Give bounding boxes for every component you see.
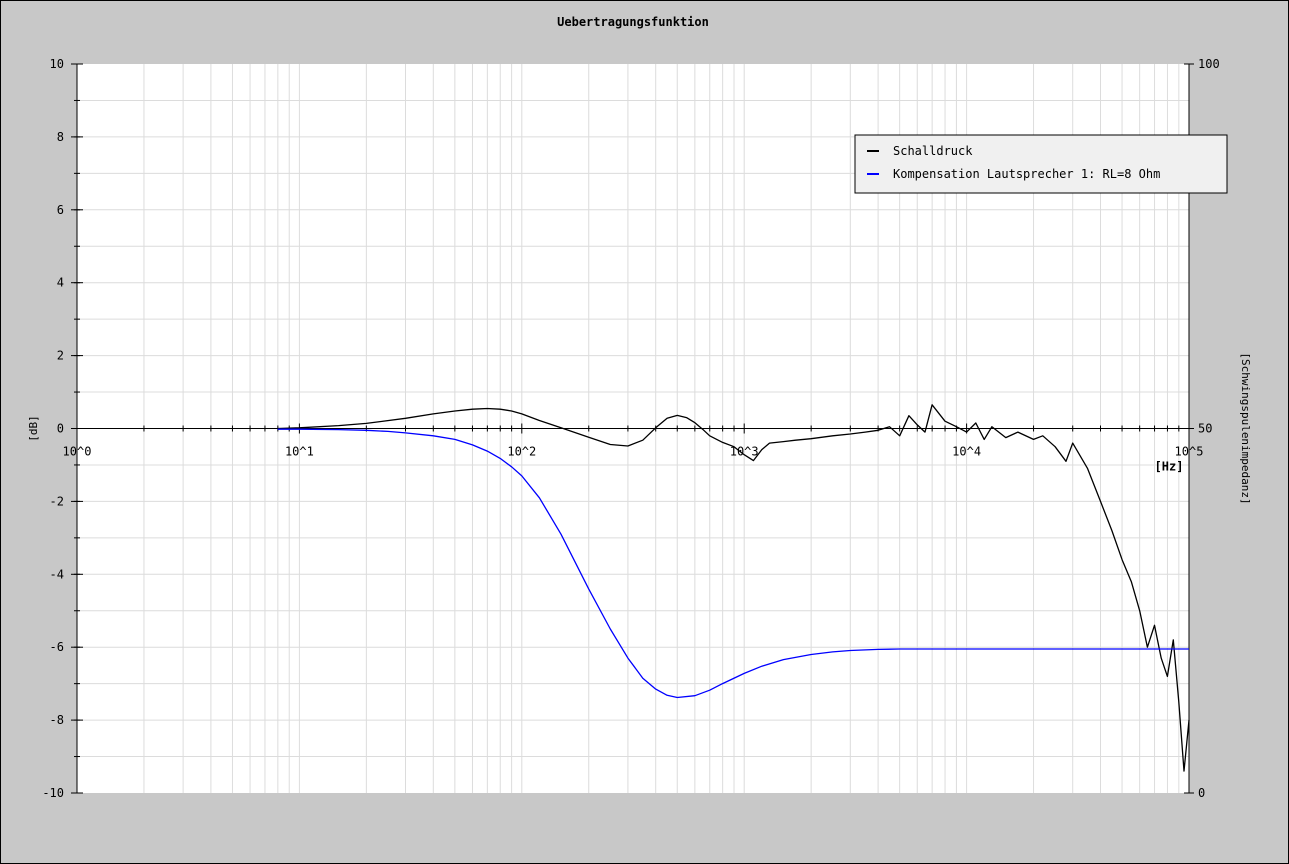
- legend-box: [854, 134, 1228, 194]
- y-tick-label: 4: [57, 276, 64, 290]
- x-tick-label: 10^3: [730, 445, 759, 459]
- axes: 10 8 6 4 2 0 -2 -4 -6 -8 -10 100 50 0 10^0 10^1 10^2 10^3…: [42, 57, 1219, 800]
- x-tick-label: 10^1: [285, 445, 314, 459]
- y2-tick-label: 0: [1198, 786, 1205, 800]
- x-tick-label: 10^2: [507, 445, 536, 459]
- series-layer: [277, 404, 1190, 772]
- legend-label-schalldruck: Schalldruck: [893, 144, 973, 158]
- x-tick-label: 10^4: [952, 445, 981, 459]
- y-tick-label: -6: [50, 640, 64, 654]
- legend: Schalldruck Kompensation Lautsprecher 1:…: [854, 134, 1228, 194]
- y-tick-label: -8: [50, 713, 64, 727]
- x-tick-label: 10^0: [63, 445, 92, 459]
- series-line-0: [277, 404, 1190, 772]
- y2-tick-label: 100: [1198, 57, 1220, 71]
- series-line-1: [277, 428, 1189, 699]
- y-tick-label: 2: [57, 349, 64, 363]
- y-tick-label: -10: [42, 786, 64, 800]
- y-tick-label: 10: [50, 57, 64, 71]
- y2-axis-label: [Schwingspulenimpedanz]: [1239, 352, 1252, 504]
- chart-title: Uebertragungsfunktion: [557, 15, 709, 29]
- y-tick-label: -4: [50, 567, 64, 581]
- y-tick-label: -2: [50, 494, 64, 508]
- x-axis-label: [Hz]: [1155, 460, 1184, 474]
- y-tick-label: 0: [57, 422, 64, 436]
- legend-label-kompensation: Kompensation Lautsprecher 1: RL=8 Ohm: [893, 167, 1160, 181]
- x-tick-label: 10^5: [1175, 445, 1204, 459]
- y2-tick-label: 50: [1198, 422, 1212, 436]
- y-axis-label: [dB]: [27, 415, 40, 442]
- y-tick-label: 6: [57, 203, 64, 217]
- y-tick-label: 8: [57, 130, 64, 144]
